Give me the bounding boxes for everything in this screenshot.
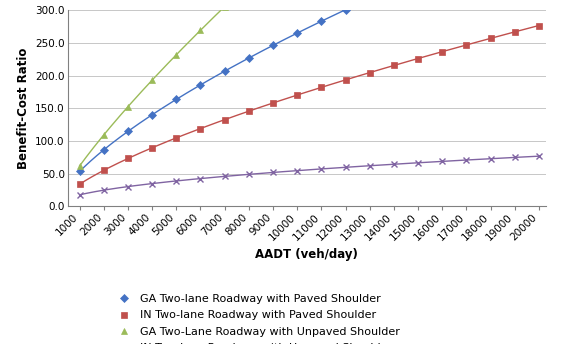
Legend: GA Two-lane Roadway with Paved Shoulder, IN Two-lane Roadway with Paved Shoulder: GA Two-lane Roadway with Paved Shoulder,… bbox=[111, 294, 400, 344]
IN Two-lane Roadway with Unpaved Shoulder bbox=[367, 164, 373, 168]
IN Two-lane Roadway with Paved Shoulder bbox=[342, 78, 349, 82]
IN Two-lane Roadway with Unpaved Shoulder bbox=[149, 182, 155, 186]
GA Two-Lane Roadway with Unpaved Shoulder bbox=[100, 133, 107, 137]
GA Two-Lane Roadway with Unpaved Shoulder bbox=[197, 28, 204, 32]
IN Two-lane Roadway with Paved Shoulder bbox=[511, 30, 518, 34]
GA Two-lane Roadway with Paved Shoulder bbox=[149, 113, 155, 117]
IN Two-lane Roadway with Paved Shoulder bbox=[197, 127, 204, 131]
GA Two-lane Roadway with Paved Shoulder bbox=[197, 83, 204, 87]
IN Two-lane Roadway with Unpaved Shoulder bbox=[221, 174, 228, 179]
GA Two-lane Roadway with Paved Shoulder bbox=[100, 148, 107, 152]
IN Two-lane Roadway with Unpaved Shoulder bbox=[391, 162, 397, 166]
Line: IN Two-lane Roadway with Paved Shoulder: IN Two-lane Roadway with Paved Shoulder bbox=[77, 22, 542, 187]
GA Two-lane Roadway with Paved Shoulder bbox=[318, 19, 325, 23]
GA Two-Lane Roadway with Unpaved Shoulder bbox=[173, 53, 180, 57]
IN Two-lane Roadway with Unpaved Shoulder bbox=[270, 170, 276, 174]
IN Two-lane Roadway with Paved Shoulder bbox=[245, 109, 252, 113]
IN Two-lane Roadway with Unpaved Shoulder bbox=[535, 154, 542, 158]
GA Two-Lane Roadway with Unpaved Shoulder bbox=[221, 4, 228, 9]
IN Two-lane Roadway with Paved Shoulder bbox=[535, 23, 542, 28]
IN Two-lane Roadway with Paved Shoulder bbox=[487, 36, 494, 41]
GA Two-lane Roadway with Paved Shoulder bbox=[76, 169, 83, 173]
IN Two-lane Roadway with Paved Shoulder bbox=[367, 71, 373, 75]
Line: GA Two-lane Roadway with Paved Shoulder: GA Two-lane Roadway with Paved Shoulder bbox=[77, 0, 542, 174]
IN Two-lane Roadway with Paved Shoulder bbox=[391, 63, 397, 67]
IN Two-lane Roadway with Paved Shoulder bbox=[221, 118, 228, 122]
IN Two-lane Roadway with Unpaved Shoulder bbox=[294, 169, 301, 173]
IN Two-lane Roadway with Unpaved Shoulder bbox=[124, 184, 131, 189]
IN Two-lane Roadway with Unpaved Shoulder bbox=[414, 161, 421, 165]
IN Two-lane Roadway with Paved Shoulder bbox=[270, 101, 276, 105]
IN Two-lane Roadway with Paved Shoulder bbox=[100, 168, 107, 172]
IN Two-lane Roadway with Unpaved Shoulder bbox=[318, 167, 325, 171]
GA Two-lane Roadway with Paved Shoulder bbox=[270, 43, 276, 47]
IN Two-lane Roadway with Unpaved Shoulder bbox=[487, 157, 494, 161]
IN Two-lane Roadway with Paved Shoulder bbox=[124, 157, 131, 161]
GA Two-Lane Roadway with Unpaved Shoulder bbox=[76, 164, 83, 168]
GA Two-lane Roadway with Paved Shoulder bbox=[294, 31, 301, 35]
IN Two-lane Roadway with Unpaved Shoulder bbox=[439, 159, 445, 163]
IN Two-lane Roadway with Paved Shoulder bbox=[439, 50, 445, 54]
IN Two-lane Roadway with Unpaved Shoulder bbox=[463, 158, 470, 162]
IN Two-lane Roadway with Paved Shoulder bbox=[414, 56, 421, 61]
IN Two-lane Roadway with Paved Shoulder bbox=[318, 85, 325, 89]
GA Two-lane Roadway with Paved Shoulder bbox=[173, 97, 180, 101]
IN Two-lane Roadway with Paved Shoulder bbox=[463, 43, 470, 47]
IN Two-lane Roadway with Unpaved Shoulder bbox=[197, 176, 204, 181]
Line: GA Two-Lane Roadway with Unpaved Shoulder: GA Two-Lane Roadway with Unpaved Shoulde… bbox=[77, 0, 542, 169]
IN Two-lane Roadway with Unpaved Shoulder bbox=[173, 179, 180, 183]
IN Two-lane Roadway with Unpaved Shoulder bbox=[245, 172, 252, 176]
GA Two-lane Roadway with Paved Shoulder bbox=[342, 8, 349, 12]
GA Two-lane Roadway with Paved Shoulder bbox=[221, 69, 228, 73]
Y-axis label: Benefit-Cost Ratio: Benefit-Cost Ratio bbox=[16, 48, 30, 169]
X-axis label: AADT (veh/day): AADT (veh/day) bbox=[256, 248, 358, 261]
GA Two-lane Roadway with Paved Shoulder bbox=[245, 56, 252, 60]
IN Two-lane Roadway with Paved Shoulder bbox=[149, 146, 155, 150]
IN Two-lane Roadway with Unpaved Shoulder bbox=[342, 165, 349, 169]
IN Two-lane Roadway with Paved Shoulder bbox=[294, 93, 301, 97]
IN Two-lane Roadway with Paved Shoulder bbox=[76, 182, 83, 186]
IN Two-lane Roadway with Unpaved Shoulder bbox=[511, 155, 518, 160]
GA Two-lane Roadway with Paved Shoulder bbox=[124, 129, 131, 133]
IN Two-lane Roadway with Paved Shoulder bbox=[173, 136, 180, 140]
IN Two-lane Roadway with Unpaved Shoulder bbox=[76, 193, 83, 197]
GA Two-Lane Roadway with Unpaved Shoulder bbox=[149, 78, 155, 82]
GA Two-Lane Roadway with Unpaved Shoulder bbox=[124, 105, 131, 109]
IN Two-lane Roadway with Unpaved Shoulder bbox=[100, 188, 107, 192]
Line: IN Two-lane Roadway with Unpaved Shoulder: IN Two-lane Roadway with Unpaved Shoulde… bbox=[77, 153, 542, 198]
